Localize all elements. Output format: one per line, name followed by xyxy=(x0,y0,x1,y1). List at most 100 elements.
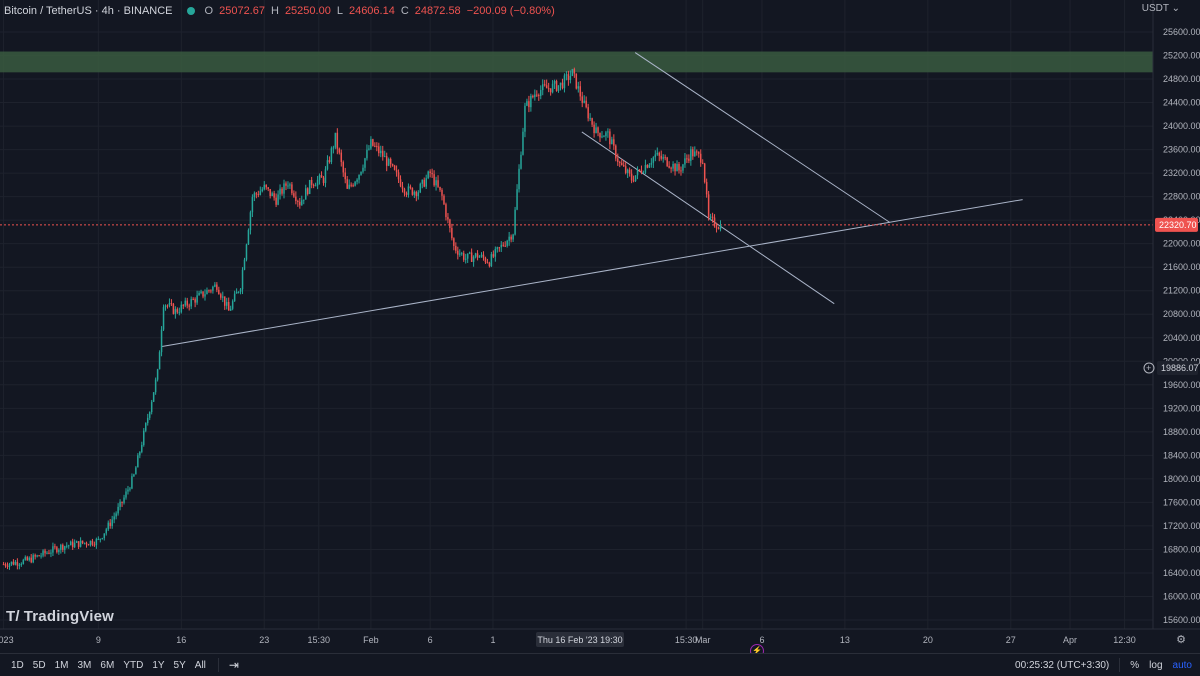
percent-toggle[interactable]: % xyxy=(1130,659,1140,671)
time-tick-label: 1 xyxy=(490,635,495,645)
range-6m[interactable]: 6M xyxy=(100,659,115,671)
bottom-toolbar: 1D 5D 1M 3M 6M YTD 1Y 5Y All ⇥ 00:25:32 … xyxy=(0,653,1200,676)
range-3m[interactable]: 3M xyxy=(77,659,92,671)
candle-body xyxy=(54,546,56,548)
time-tick-label: Mar xyxy=(695,635,711,645)
price-tick-label: 18000.00 xyxy=(1163,474,1200,484)
candle-body xyxy=(399,179,402,187)
candle-body xyxy=(162,307,165,330)
candle-body xyxy=(415,191,418,197)
candle-body xyxy=(224,296,226,306)
candle-body xyxy=(38,555,40,557)
candle-body xyxy=(255,193,258,195)
candle-body xyxy=(383,156,386,158)
range-1d[interactable]: 1D xyxy=(11,659,24,671)
candle-body xyxy=(628,169,631,174)
candle-body xyxy=(703,163,706,183)
plus-icon xyxy=(1143,362,1155,374)
candle-body xyxy=(575,73,578,89)
candle-body xyxy=(239,289,242,292)
candle-body xyxy=(662,157,664,159)
candle-body xyxy=(328,160,331,163)
candle-body xyxy=(603,136,605,138)
candle-body xyxy=(617,158,619,163)
candle-body xyxy=(180,304,183,313)
candle-body xyxy=(227,302,230,311)
candle-body xyxy=(99,538,102,540)
time-tick-label: Apr xyxy=(1063,635,1077,645)
candle-body xyxy=(707,194,710,218)
plus-icon-glyph: + xyxy=(1146,363,1151,373)
candle-body xyxy=(22,559,25,564)
time-tick-label: 20 xyxy=(923,635,933,645)
cursor-date-label: Thu 16 Feb '23 19:30 xyxy=(537,635,622,645)
last-price-label: 22320.70 xyxy=(1159,220,1197,230)
price-tick-label: 23200.00 xyxy=(1163,168,1200,178)
candle-body xyxy=(435,180,437,186)
time-tick-label: 16 xyxy=(176,635,186,645)
log-toggle[interactable]: log xyxy=(1149,659,1163,671)
candle-body xyxy=(595,127,597,134)
auto-toggle[interactable]: auto xyxy=(1172,659,1192,671)
symbol-legend[interactable]: Bitcoin / TetherUS · 4h · BINANCE O 25072… xyxy=(4,5,555,17)
candle-body xyxy=(18,564,21,566)
candle-body xyxy=(330,148,333,163)
candle-body xyxy=(698,152,700,154)
low-label: L xyxy=(336,5,343,17)
candle-body xyxy=(91,540,94,545)
candle-body xyxy=(237,291,240,293)
range-ytd[interactable]: YTD xyxy=(123,659,144,671)
candle-body xyxy=(200,291,202,293)
candle-body xyxy=(382,150,384,157)
range-1y[interactable]: 1Y xyxy=(152,659,165,671)
candle-body xyxy=(466,253,469,259)
candle-body xyxy=(194,299,196,303)
candle-body xyxy=(216,284,218,290)
candle-body xyxy=(308,179,311,194)
candle-body xyxy=(95,539,98,546)
time-tick-label: 13 xyxy=(840,635,850,645)
date-range-icon[interactable]: ⇥ xyxy=(228,658,239,672)
currency-selector[interactable]: USDT ⌄ xyxy=(1142,3,1180,14)
candle-body xyxy=(332,147,335,149)
candle-body xyxy=(615,145,617,159)
candle-body xyxy=(504,245,506,247)
candle-body xyxy=(461,253,463,255)
candle-body xyxy=(464,258,467,260)
range-1m[interactable]: 1M xyxy=(54,659,69,671)
candle-body xyxy=(119,501,121,507)
candle-body xyxy=(334,132,337,148)
price-axis: 15600.00 16000.00 16400.00 16800.00 17200.00… xyxy=(1143,0,1200,653)
range-5y[interactable]: 5Y xyxy=(173,659,186,671)
candle-body xyxy=(75,541,78,543)
candle-body xyxy=(453,238,455,246)
candle-body xyxy=(243,259,246,270)
candle-body xyxy=(696,151,698,153)
range-all[interactable]: All xyxy=(194,659,206,671)
candle-body xyxy=(131,476,133,489)
candle-body xyxy=(40,555,42,557)
candle-body xyxy=(178,312,181,314)
candle-body xyxy=(314,185,317,187)
candle-body xyxy=(154,379,157,393)
price-tick-label: 21200.00 xyxy=(1163,286,1200,296)
candle-body xyxy=(89,540,92,545)
utc-clock[interactable]: 00:25:32 (UTC+3:30) xyxy=(1015,659,1110,671)
high-value: 25250.00 xyxy=(284,5,331,17)
candle-body xyxy=(233,293,236,302)
candle-body xyxy=(326,160,329,170)
candle-body xyxy=(498,247,501,249)
candle-body xyxy=(419,183,422,193)
candle-body xyxy=(676,163,678,172)
candle-body xyxy=(549,88,552,93)
candle-body xyxy=(678,163,680,171)
candle-body xyxy=(455,245,457,251)
range-5d[interactable]: 5D xyxy=(32,659,46,671)
candle-body xyxy=(587,107,589,119)
symbol-title[interactable]: Bitcoin / TetherUS · 4h · BINANCE xyxy=(4,5,173,17)
price-tick-label: 17600.00 xyxy=(1163,497,1200,507)
candle-body xyxy=(634,175,637,182)
grid xyxy=(0,0,1153,653)
